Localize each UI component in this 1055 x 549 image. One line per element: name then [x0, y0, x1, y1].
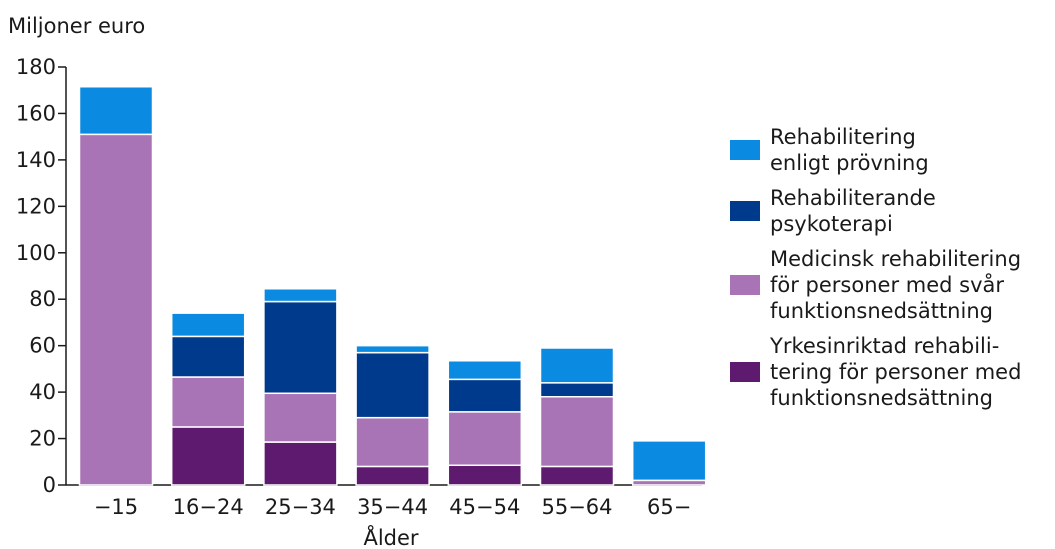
bar-segment	[170, 376, 246, 428]
legend-item: Medicinsk rehabilitering för personer me…	[730, 246, 1050, 324]
bars	[78, 85, 707, 486]
legend-label: Medicinsk rehabilitering för personer me…	[770, 247, 1022, 323]
bar-segment	[539, 382, 615, 398]
legend-item: Yrkesinriktad rehabili- tering för perso…	[730, 333, 1050, 411]
x-tick-label: 35−44	[357, 495, 428, 519]
bar-segment	[447, 378, 523, 413]
bar-segment	[170, 312, 246, 338]
y-tick-label: 180	[16, 55, 56, 79]
x-tick-label: −15	[94, 495, 138, 519]
x-tick-label: 55−64	[541, 495, 612, 519]
bar-segment	[539, 347, 615, 384]
bar-segment	[539, 465, 615, 486]
y-tick-label: 0	[43, 473, 56, 497]
y-tick-label: 60	[29, 334, 56, 358]
bar-segment	[447, 360, 523, 381]
bar-segment	[170, 426, 246, 486]
y-tick-label: 40	[29, 380, 56, 404]
bar-segment	[355, 416, 430, 468]
y-tick-label: 140	[16, 148, 56, 172]
bar-segment	[170, 335, 246, 378]
bar-segment	[78, 133, 154, 486]
bar-segment	[78, 85, 154, 136]
legend-label: Rehabilitering enligt prövning	[770, 125, 929, 175]
x-tick-label: 25−34	[265, 495, 336, 519]
bar-segment	[447, 464, 523, 486]
x-axis-title: Ålder	[363, 524, 418, 549]
legend: Rehabilitering enligt prövning Rehabilite…	[730, 124, 1050, 420]
legend-swatch	[730, 275, 760, 295]
y-tick-label: 100	[16, 241, 56, 265]
legend-item: Rehabilitering enligt prövning	[730, 124, 1050, 176]
y-tick-label: 160	[16, 101, 56, 125]
legend-item: Rehabiliterande psykoterapi	[730, 185, 1050, 237]
bar-segment	[355, 465, 430, 486]
bar-segment	[447, 411, 523, 467]
x-tick-label: 45−54	[449, 495, 520, 519]
legend-swatch	[730, 140, 760, 160]
bar-segment	[631, 440, 707, 482]
y-axis-title: Miljoner euro	[8, 14, 145, 38]
legend-swatch	[730, 201, 760, 221]
bar-segment	[263, 392, 338, 443]
bar-segment	[539, 396, 615, 468]
bar-segment	[263, 300, 338, 395]
legend-label: Rehabiliterande psykoterapi	[770, 186, 936, 236]
bar-segment	[355, 344, 430, 354]
bar-segment	[355, 351, 430, 419]
x-tick-label: 16−24	[173, 495, 244, 519]
x-tick-label: 65−	[647, 495, 691, 519]
bar-segment	[263, 441, 338, 486]
y-tick-label: 120	[16, 194, 56, 218]
y-tick-label: 20	[29, 427, 56, 451]
bar-segment	[263, 288, 338, 303]
y-tick-label: 80	[29, 287, 56, 311]
x-axis-labels: −15 16−24 25−34 35−44 45−54 55−64 65−	[94, 495, 692, 519]
legend-swatch	[730, 362, 760, 382]
legend-label: Yrkesinriktad rehabili- tering för perso…	[770, 334, 1022, 410]
